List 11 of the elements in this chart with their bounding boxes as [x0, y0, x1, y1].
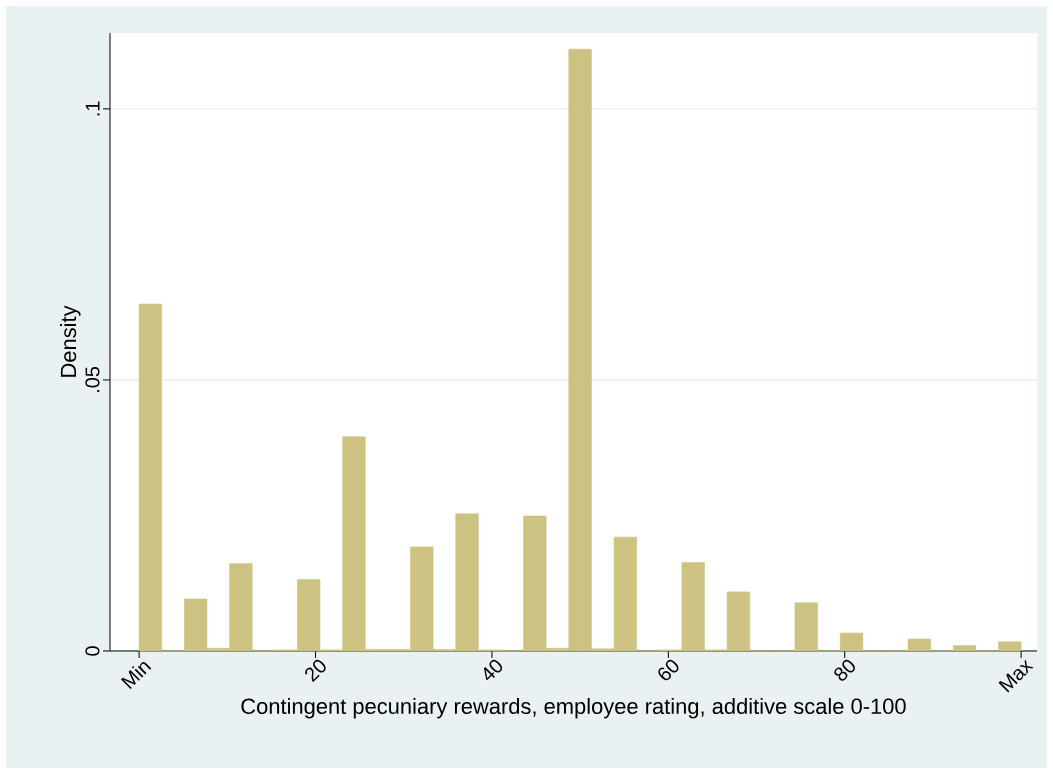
y-tick-label: .1 [85, 101, 100, 116]
y-tick-label: .05 [85, 366, 100, 392]
x-tick-label: 20 [305, 659, 326, 683]
y-tick-label: 0 [85, 646, 100, 656]
x-tick-label: Max [998, 659, 1034, 693]
x-tick-label: 80 [834, 659, 855, 681]
y-axis-title: Density [60, 305, 81, 377]
x-axis-title: Contingent pecuniary rewards, employee rating, additive scale 0-100 [241, 697, 906, 719]
x-tick-label: 60 [658, 659, 679, 681]
x-tick-label: Min [120, 662, 152, 690]
x-tick-label: 40 [484, 659, 503, 681]
